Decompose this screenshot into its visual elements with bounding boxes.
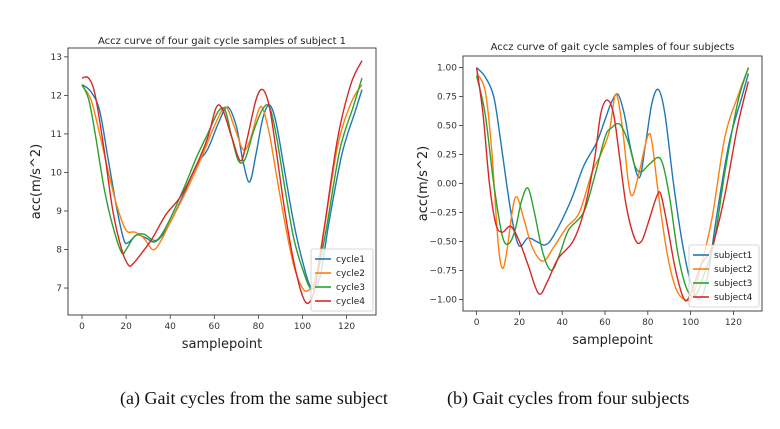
x-tick-label: 100 [682, 318, 699, 328]
legend: cycle1 cycle2 cycle3 cycle4 [310, 248, 374, 312]
axes-frame [462, 55, 763, 312]
chart-title: Accz curve of gait cycle samples of four… [491, 42, 735, 53]
x-tick-label: 40 [164, 322, 176, 332]
x-tick-label: 80 [253, 322, 265, 332]
y-tick-label: 1.00 [437, 64, 457, 74]
y-tick-label: 13 [51, 53, 62, 63]
chart-a: Accz curve of four gait cycle samples of… [29, 36, 377, 352]
y-tick-label: −1.00 [429, 295, 457, 305]
x-tick-label: 100 [294, 322, 311, 332]
legend-label-cycle2: cycle2 [336, 269, 365, 279]
y-tick-label: 0.25 [437, 151, 457, 161]
legend-box [688, 244, 760, 308]
y-tick-label: 0.00 [437, 180, 457, 190]
x-tick-label: 20 [514, 318, 526, 328]
chart-title: Accz curve of four gait cycle samples of… [98, 36, 346, 47]
y-tick-label: 0.50 [437, 122, 457, 132]
legend-label-cycle4: cycle4 [336, 297, 365, 307]
axes-frame [67, 47, 377, 316]
y-tick-label: 12 [51, 91, 62, 101]
chart-b: Accz curve of gait cycle samples of four… [416, 42, 763, 348]
x-axis-label: samplepoint [182, 337, 262, 352]
x-axis-label: samplepoint [572, 333, 652, 348]
series-line-cycle2 [81, 84, 363, 292]
y-tick-label: 9 [56, 207, 62, 217]
legend-label-cycle3: cycle3 [336, 283, 365, 293]
y-tick-label: −0.75 [429, 266, 457, 276]
y-axis-label: acc(m/s^2) [29, 144, 44, 219]
x-tick-label: 120 [338, 322, 355, 332]
x-tick-label: 0 [474, 318, 480, 328]
x-tick-label: 40 [556, 318, 568, 328]
y-tick-label: −0.50 [429, 237, 457, 247]
legend-label-subject4: subject4 [714, 293, 753, 303]
y-tick-label: 7 [56, 284, 62, 294]
legend-label-cycle1: cycle1 [336, 255, 365, 265]
x-tick-label: 80 [642, 318, 654, 328]
y-tick-label: −0.25 [429, 208, 457, 218]
legend-box [310, 248, 374, 312]
legend-label-subject3: subject3 [714, 279, 752, 289]
y-tick-label: 8 [56, 246, 62, 256]
x-tick-label: 60 [209, 322, 221, 332]
y-tick-label: 0.75 [437, 93, 457, 103]
y-tick-label: 10 [51, 168, 63, 178]
x-tick-label: 0 [79, 322, 85, 332]
x-tick-label: 60 [599, 318, 611, 328]
y-axis-label: acc(m/s^2) [416, 146, 431, 221]
x-tick-label: 20 [120, 322, 132, 332]
caption-b: (b) Gait cycles from four subjects [447, 388, 690, 408]
series-line-cycle4 [81, 60, 363, 305]
legend-label-subject1: subject1 [714, 251, 752, 261]
caption-a: (a) Gait cycles from the same subject [120, 388, 388, 408]
legend-label-subject2: subject2 [714, 265, 752, 275]
y-tick-label: 11 [51, 130, 62, 140]
x-tick-label: 120 [725, 318, 742, 328]
legend: subject1 subject2 subject3 subject4 [688, 244, 760, 308]
